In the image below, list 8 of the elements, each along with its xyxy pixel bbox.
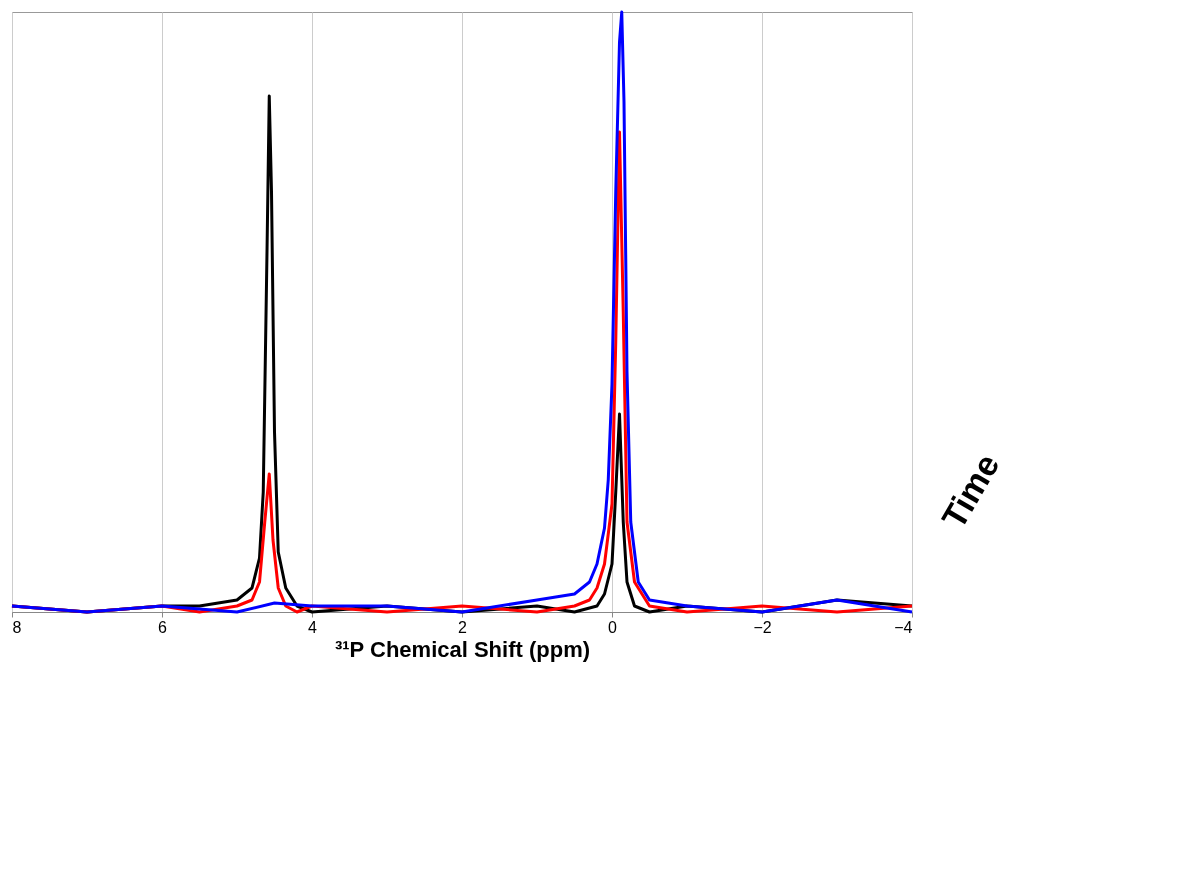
x-tick-label: 8 xyxy=(12,618,22,636)
x-tick-label: 6 xyxy=(158,618,168,636)
x-tick-label: 0 xyxy=(608,618,618,636)
x-tick-label: 2 xyxy=(458,618,468,636)
x-tick-label: 4 xyxy=(308,618,318,636)
x-axis-title: ³¹P Chemical Shift (ppm) xyxy=(334,636,591,662)
x-tick-label: −2 xyxy=(753,618,772,636)
x-tick-label: −4 xyxy=(894,618,913,636)
